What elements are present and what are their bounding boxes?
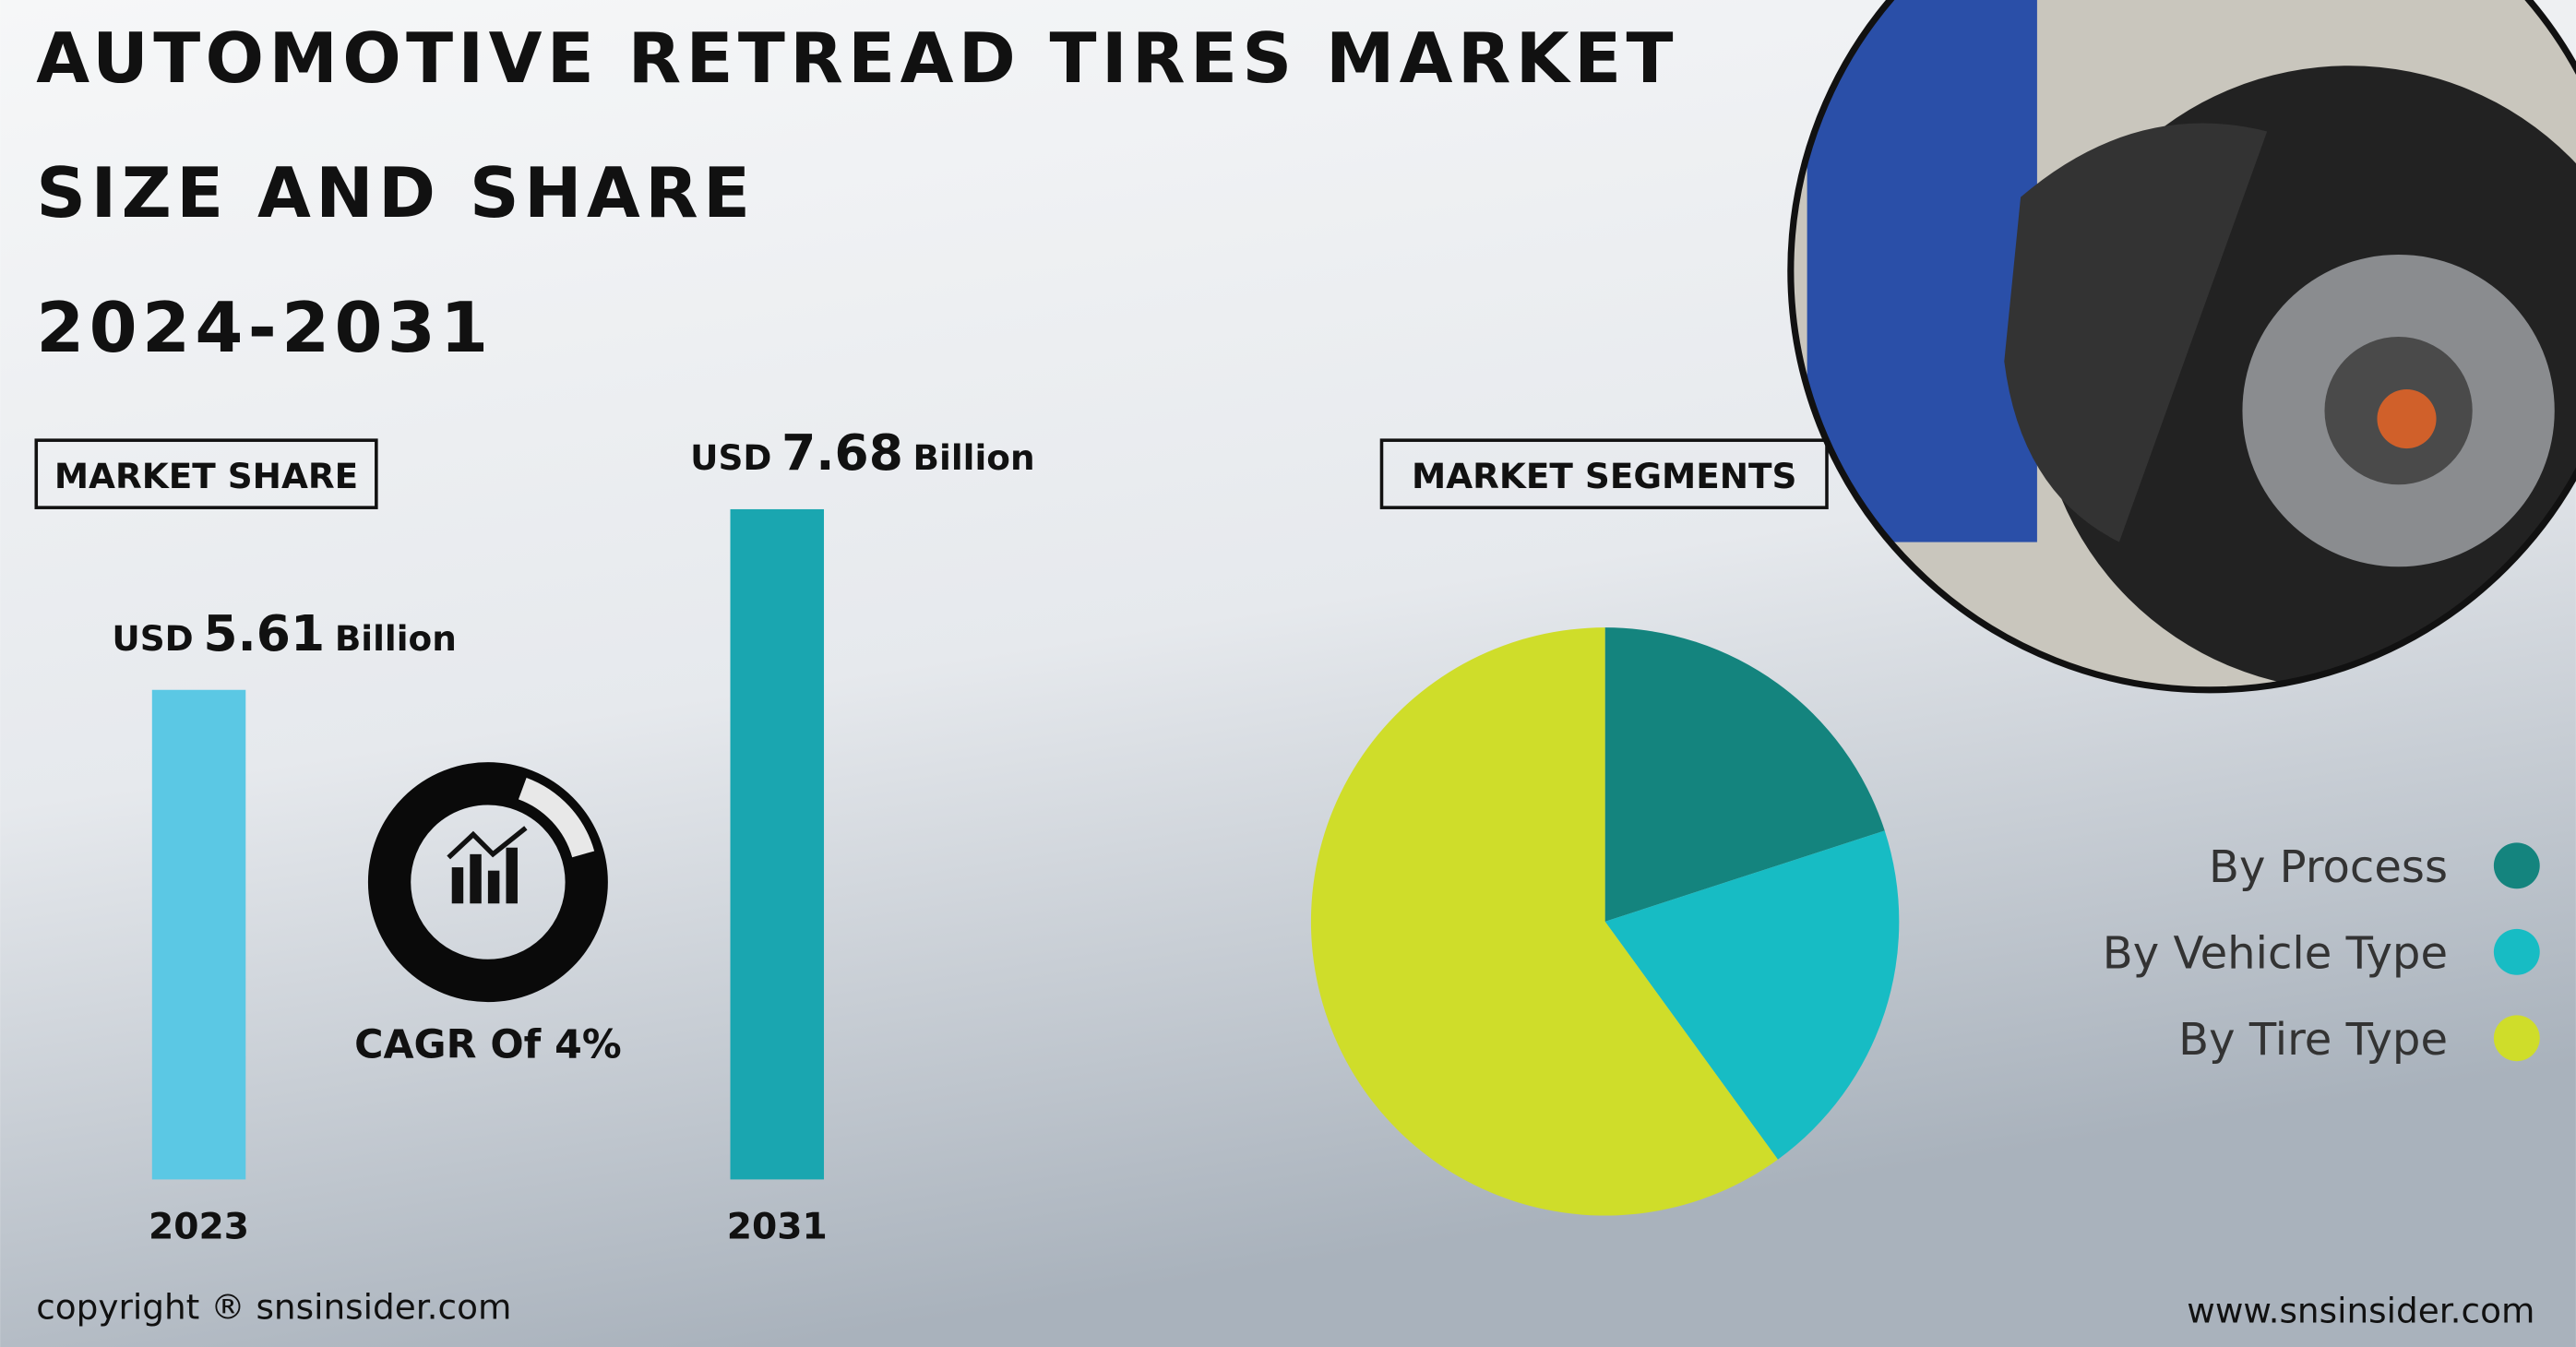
legend-swatch xyxy=(2493,842,2540,889)
label-value: 7.68 xyxy=(781,423,903,482)
cagr-icon xyxy=(367,762,608,1003)
data-label: USD 7.68 Billion xyxy=(690,423,1034,482)
legend-swatch xyxy=(2493,928,2540,975)
title-line: 2024-2031 xyxy=(36,288,493,368)
legend-swatch xyxy=(2493,1015,2540,1062)
bar xyxy=(151,689,246,1180)
bar xyxy=(730,508,825,1180)
cagr-label: CAGR Of 4% xyxy=(354,1022,622,1068)
pie-slice xyxy=(1604,627,1885,922)
data-label: USD 5.61 Billion xyxy=(112,604,456,662)
label-prefix: USD xyxy=(112,618,193,659)
legend-label: By Vehicle Type xyxy=(2103,928,2448,980)
photo xyxy=(1790,0,2576,690)
pie-chart-title: MARKET SEGMENTS xyxy=(1412,456,1796,496)
website: www.snsinsider.com xyxy=(2187,1290,2534,1330)
label-prefix: USD xyxy=(690,437,771,478)
copyright: copyright ® snsinsider.com xyxy=(36,1287,511,1328)
x-tick-label: 2031 xyxy=(727,1206,828,1247)
label-box xyxy=(34,438,378,509)
label-box xyxy=(1379,438,1829,509)
x-tick-label: 2023 xyxy=(149,1206,249,1247)
legend-label: By Tire Type xyxy=(2178,1014,2448,1066)
label-suffix: Billion xyxy=(913,437,1035,478)
title-line: AUTOMOTIVE RETREAD TIRES MARKET xyxy=(36,18,1678,99)
title-line: SIZE AND SHARE xyxy=(36,153,755,233)
pie-slice xyxy=(1604,830,1900,1160)
pie-slice xyxy=(1310,627,1778,1216)
photo-frame xyxy=(1787,0,2576,694)
label-suffix: Billion xyxy=(335,618,457,659)
label-value: 5.61 xyxy=(203,604,325,662)
bar-chart-title: MARKET SHARE xyxy=(54,456,358,496)
legend-label: By Process xyxy=(2209,841,2448,893)
